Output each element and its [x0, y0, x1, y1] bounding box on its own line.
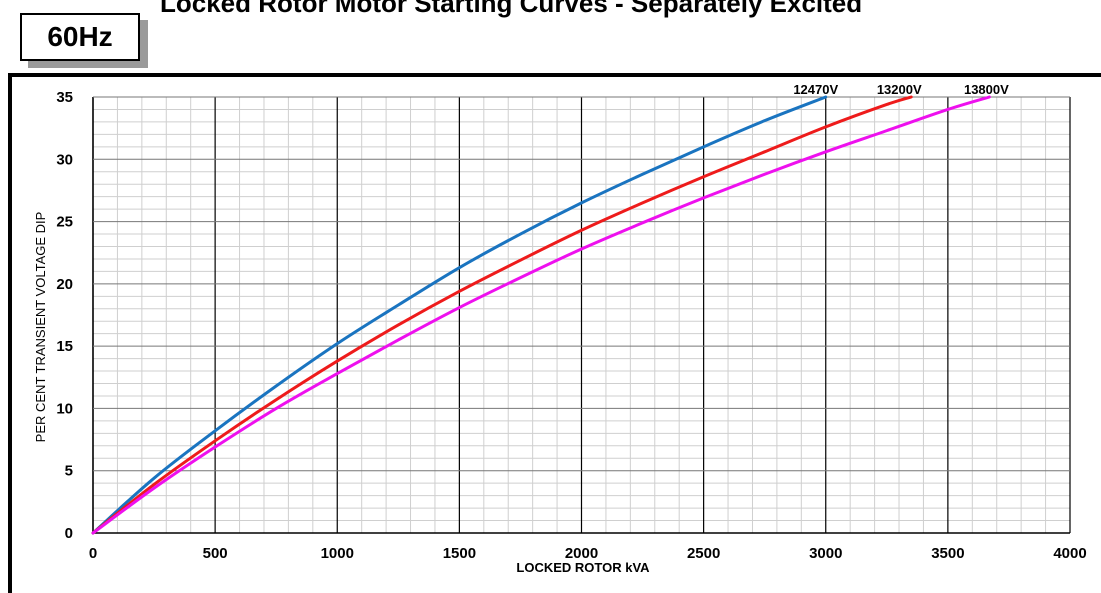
- x-tick-label: 1000: [321, 545, 354, 562]
- x-tick-label: 500: [203, 545, 228, 562]
- series-lines: [91, 95, 991, 535]
- y-tick-label: 15: [56, 338, 73, 355]
- x-tick-label: 2000: [565, 545, 598, 562]
- y-tick-label: 35: [56, 89, 73, 106]
- y-axis-label: PER CENT TRANSIENT VOLTAGE DIP: [33, 212, 48, 443]
- series-label-13200V: 13200V: [877, 82, 922, 97]
- y-tick-label: 5: [65, 463, 73, 480]
- y-tick-label: 20: [56, 276, 73, 293]
- y-tick-label: 30: [56, 151, 73, 168]
- series-label-12470V: 12470V: [793, 82, 838, 97]
- x-tick-label: 3500: [931, 545, 964, 562]
- series-line-13800V: [91, 95, 991, 535]
- x-tick-label: 3000: [809, 545, 842, 562]
- x-tick-label: 1500: [443, 545, 476, 562]
- y-tick-label: 25: [56, 214, 73, 231]
- x-tick-label: 2500: [687, 545, 720, 562]
- series-line-13200V: [91, 95, 913, 535]
- page-title: Locked Rotor Motor Starting Curves - Sep…: [160, 0, 863, 18]
- x-tick-label: 0: [89, 545, 97, 562]
- chart-frame: [8, 73, 1101, 593]
- tick-labels: 0 500 1000 1500 2000 2500 3000 3500 4000 0 5 10 15 20…: [56, 82, 1086, 562]
- frequency-badge: 60Hz: [20, 13, 140, 61]
- x-axis-label: LOCKED ROTOR kVA: [516, 560, 650, 575]
- series-label-13800V: 13800V: [964, 82, 1009, 97]
- major-grid: [92, 96, 1071, 534]
- voltage-dip-chart: 0 500 1000 1500 2000 2500 3000 3500 4000 0 5 10 15 20…: [33, 82, 1087, 575]
- x-tick-label: 4000: [1053, 545, 1086, 562]
- y-tick-label: 0: [65, 525, 73, 542]
- y-tick-label: 10: [56, 400, 73, 417]
- series-line-12470V: [91, 95, 828, 535]
